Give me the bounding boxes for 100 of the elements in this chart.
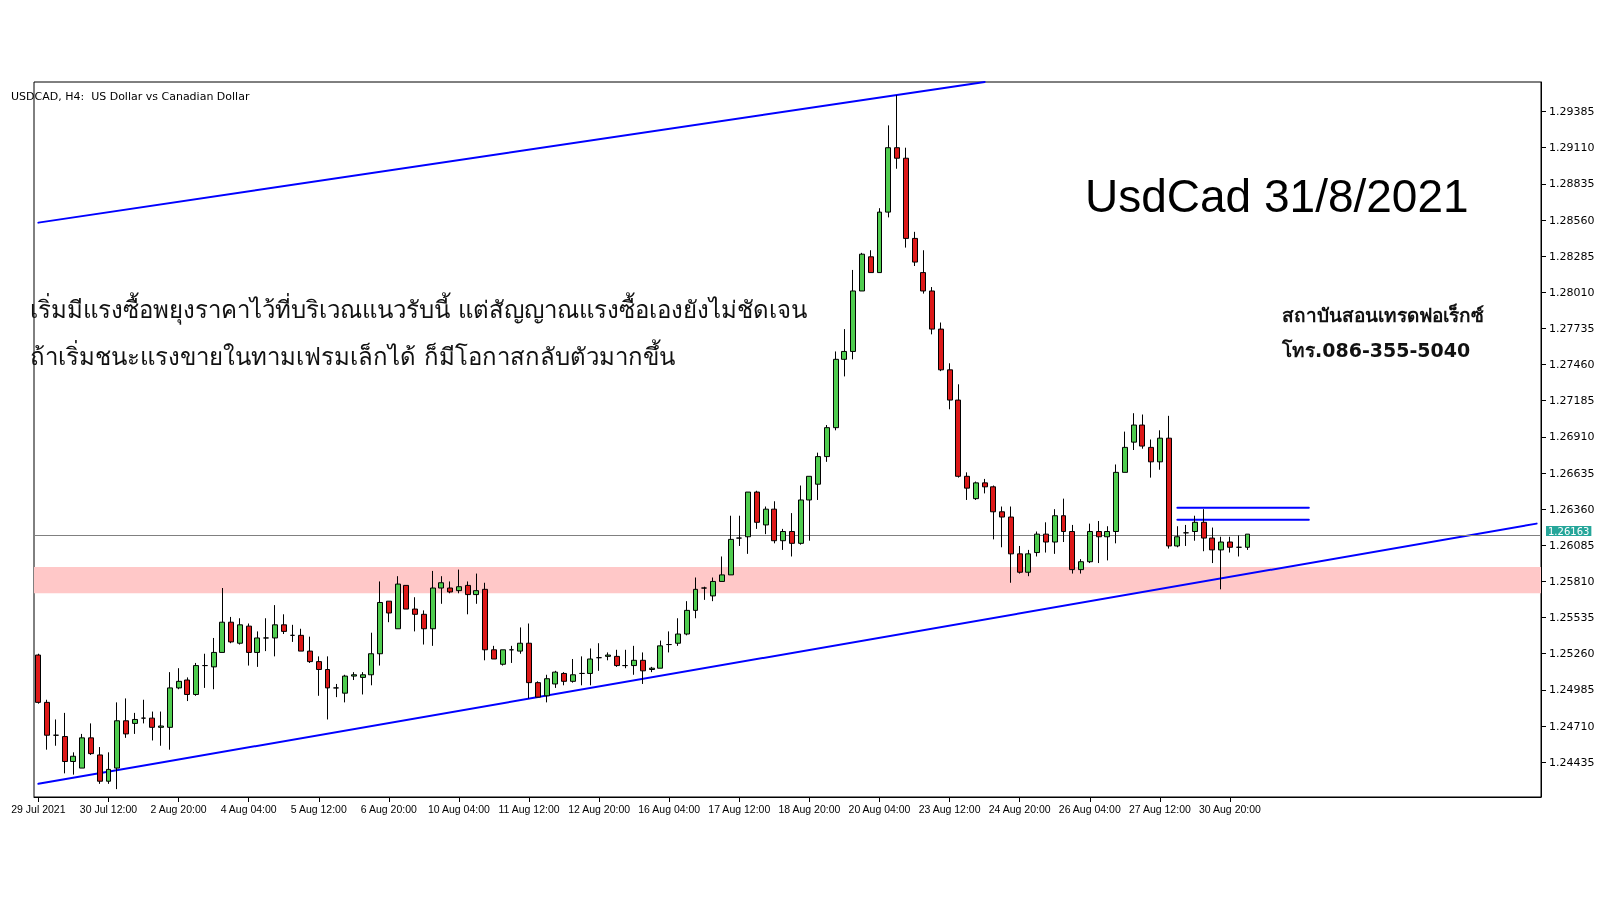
candlestick xyxy=(254,630,260,668)
candlestick xyxy=(1017,545,1023,575)
candlestick xyxy=(1245,533,1250,551)
candlestick xyxy=(211,637,217,690)
candlestick xyxy=(438,575,444,605)
candlestick xyxy=(132,712,138,735)
x-tick-label: 16 Aug 04:00 xyxy=(638,802,701,815)
candlestick xyxy=(53,718,59,747)
candlestick xyxy=(246,623,252,667)
candlestick xyxy=(1131,412,1137,451)
candlestick xyxy=(79,733,85,769)
y-tick-label: 1.25260 xyxy=(1549,647,1595,661)
candlestick xyxy=(62,712,68,774)
y-tick-label: 1.27460 xyxy=(1549,358,1595,372)
x-tick-label: 17 Aug 12:00 xyxy=(708,802,771,815)
candlestick xyxy=(395,575,401,630)
candlestick xyxy=(833,350,839,431)
candlestick xyxy=(298,628,304,652)
candlestick xyxy=(447,580,453,594)
candlestick xyxy=(912,231,918,267)
candlestick xyxy=(596,642,602,672)
candlestick xyxy=(552,670,558,689)
annotation: สถาบันสอนเทรดฟอเร็กซ์ xyxy=(1282,302,1484,326)
candlestick xyxy=(456,569,462,594)
candlestick xyxy=(719,555,725,582)
candlestick xyxy=(70,751,76,776)
candlestick xyxy=(920,249,926,295)
candlestick xyxy=(114,701,120,790)
candlestick xyxy=(885,124,891,218)
candlestick xyxy=(184,676,190,702)
candlestick xyxy=(780,528,786,551)
candlestick xyxy=(88,722,94,756)
candlestick xyxy=(587,647,593,686)
candlestick xyxy=(982,478,988,494)
candlestick xyxy=(561,671,567,686)
candlestick xyxy=(903,147,909,249)
x-tick-label: 2 Aug 20:00 xyxy=(150,802,207,815)
candlestick xyxy=(316,655,322,697)
candlestick xyxy=(806,475,812,542)
candlestick xyxy=(97,746,103,785)
candlestick xyxy=(1034,531,1040,557)
candlestick xyxy=(666,630,672,653)
candlestick xyxy=(1183,524,1189,547)
candlestick xyxy=(491,645,497,660)
x-tick-label: 12 Aug 20:00 xyxy=(568,802,631,815)
candlestick xyxy=(430,570,436,647)
text: USDCAD, H4: US Dollar vs Canadian Dollar xyxy=(11,90,250,103)
candlestick xyxy=(1104,525,1110,561)
y-tick-label: 1.26085 xyxy=(1549,538,1595,552)
candlestick xyxy=(351,671,357,681)
candlestick xyxy=(517,626,523,655)
annotation: โทร.086-355-5040 xyxy=(1281,338,1471,361)
y-tick-label: 1.29110 xyxy=(1549,141,1595,155)
y-tick-label: 1.26360 xyxy=(1549,502,1595,516)
x-tick-label: 24 Aug 20:00 xyxy=(988,802,1051,815)
candlestick xyxy=(325,655,330,720)
candlestick xyxy=(1122,431,1128,473)
y-tick-label: 1.29385 xyxy=(1549,105,1595,119)
candlestick xyxy=(736,515,742,547)
candlestick xyxy=(1113,463,1119,544)
y-tick-label: 1.27185 xyxy=(1549,394,1595,408)
y-tick-label: 1.27735 xyxy=(1549,321,1595,335)
x-tick-label: 18 Aug 20:00 xyxy=(778,802,841,815)
candlestick xyxy=(219,587,225,653)
candlestick xyxy=(1227,536,1233,554)
candlestick xyxy=(386,600,392,623)
candlestick xyxy=(728,515,734,576)
candlestick xyxy=(482,582,488,661)
candlestick xyxy=(193,662,199,697)
candlestick xyxy=(342,674,348,703)
y-tick-label: 1.24710 xyxy=(1549,719,1595,733)
annotation: ถ้าเริ่มชนะแรงขายในทามเฟรมเล็กได้ ก็มีโอกาสกลับตัวมากขึ้น xyxy=(30,339,675,371)
candlestick xyxy=(377,580,383,667)
candlestick xyxy=(290,624,295,643)
candlestick xyxy=(789,512,795,557)
x-tick-label: 30 Jul 12:00 xyxy=(79,802,138,815)
candlestick xyxy=(1008,506,1014,584)
x-tick-label: 10 Aug 04:00 xyxy=(427,802,491,815)
candlestick xyxy=(841,328,847,377)
candlestick xyxy=(535,680,541,698)
ref-line-label: 1.26163 xyxy=(1548,525,1590,537)
y-tick-label: 1.24985 xyxy=(1549,683,1595,697)
candlestick xyxy=(973,481,979,501)
candlestick xyxy=(763,506,769,535)
candlestick xyxy=(141,699,146,724)
candlestick xyxy=(859,252,865,292)
candlestick xyxy=(710,577,716,602)
candlestick xyxy=(815,452,821,501)
candlestick xyxy=(824,424,830,463)
candlestick xyxy=(1078,558,1084,575)
candlestick xyxy=(1043,521,1049,554)
x-tick-label: 23 Aug 12:00 xyxy=(918,802,981,815)
annotation: เริ่มมีแรงซื้อพยุงราคาไว้ที่บริเวณแนวรับนี้ แต่สัญญาณแรงซื้อเองยังไม่ชัดเจน xyxy=(30,292,807,325)
candlestick xyxy=(1236,534,1242,557)
candlestick xyxy=(1087,523,1093,564)
candlestick xyxy=(526,623,532,699)
x-tick-label: 4 Aug 04:00 xyxy=(220,802,277,815)
candlestick xyxy=(1174,525,1180,548)
candlestick xyxy=(465,580,471,615)
x-tick-label: 5 Aug 12:00 xyxy=(290,802,347,815)
